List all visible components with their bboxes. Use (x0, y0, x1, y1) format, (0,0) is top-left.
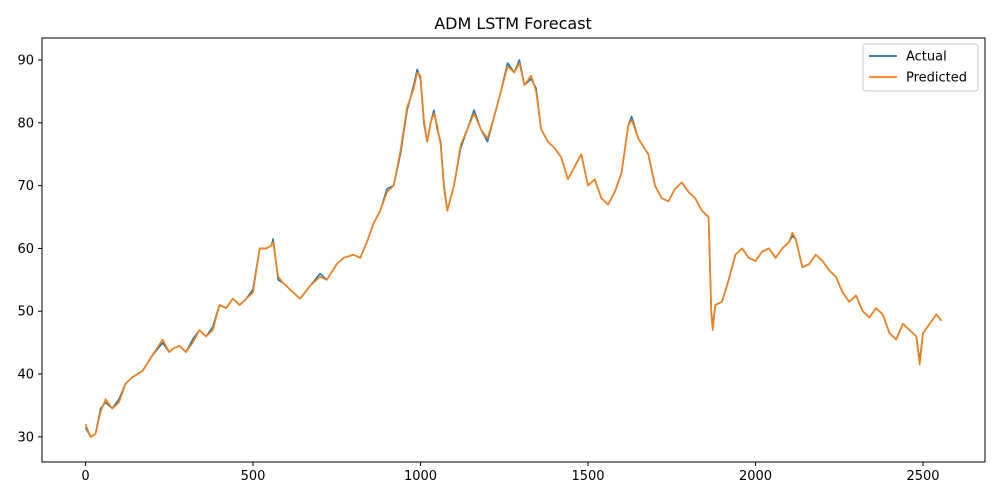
x-tick-label: 0 (81, 469, 89, 484)
y-tick-label: 70 (17, 179, 34, 194)
y-tick-label: 90 (17, 53, 34, 68)
y-tick-label: 60 (17, 242, 34, 257)
x-tick-label: 1500 (571, 469, 604, 484)
axes-layer: 0 500 1000 1500 2000 2500 30 40 50 60 70 80 90 (17, 37, 986, 484)
x-tick-label: 2000 (739, 469, 772, 484)
series-line-actual (84, 59, 943, 438)
y-tick-label: 80 (17, 116, 34, 131)
series-line-predicted (84, 62, 943, 438)
chart-title: ADM LSTM Forecast (434, 14, 592, 33)
x-tick-label: 2500 (906, 469, 939, 484)
series-layer (84, 59, 943, 438)
legend-label-actual: Actual (906, 50, 947, 65)
legend: Actual Predicted (862, 43, 979, 92)
y-tick-label: 30 (17, 430, 34, 445)
x-tick-label: 1000 (404, 469, 437, 484)
y-tick-label: 50 (17, 305, 34, 320)
x-tick-label: 500 (241, 469, 266, 484)
y-tick-label: 40 (17, 368, 34, 383)
legend-label-predicted: Predicted (906, 71, 967, 86)
plot-frame (41, 37, 986, 463)
